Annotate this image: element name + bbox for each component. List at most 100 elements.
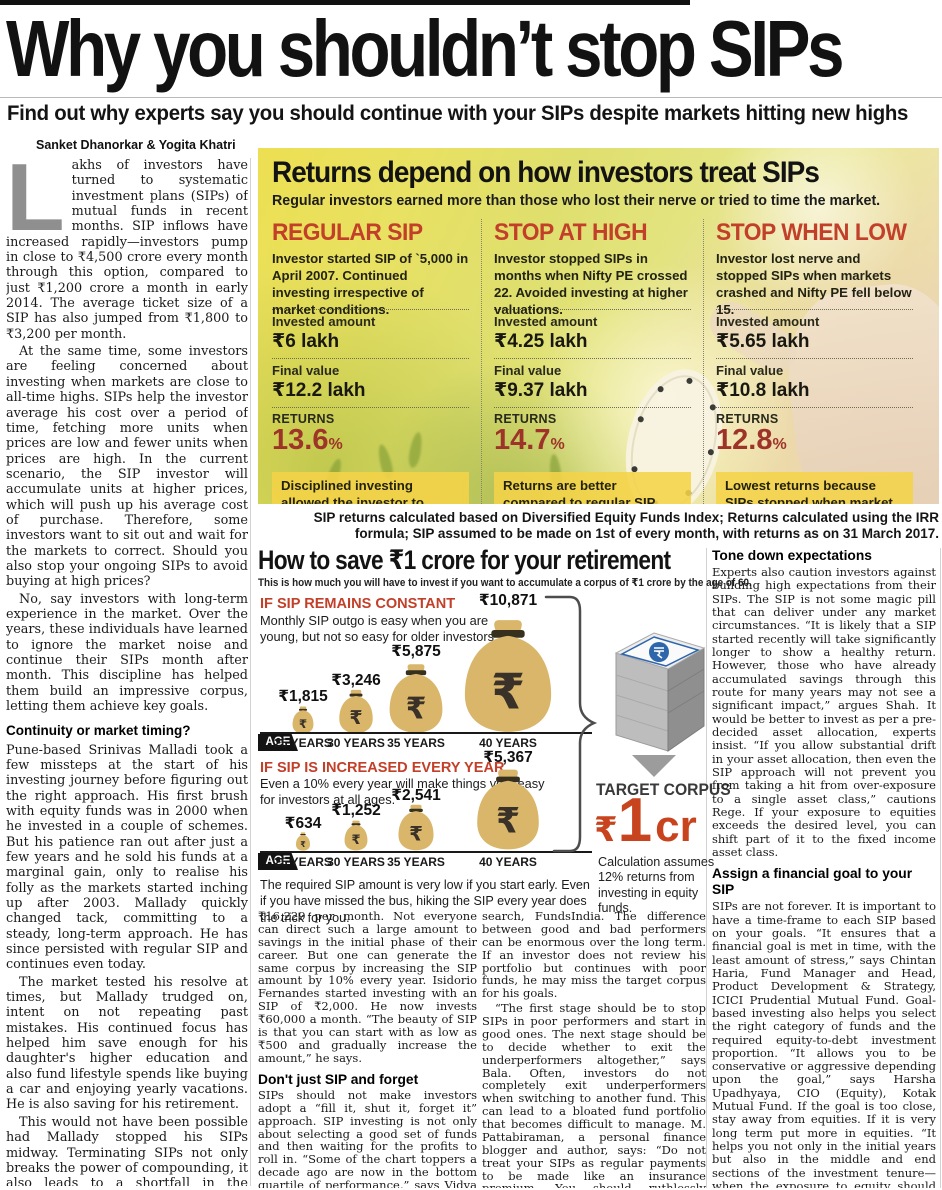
scenario-heading: STOP WHEN LOW <box>716 219 907 246</box>
scenario-description: Investor started SIP of `5,000 in April … <box>272 251 469 317</box>
sip-value-label: ₹10,871 <box>478 592 538 609</box>
returns-value: 13.6% <box>272 426 469 455</box>
stat-label: Invested amount <box>494 314 598 329</box>
returns-value: 14.7% <box>494 426 691 455</box>
paragraph: Pune-based Srinivas Malladi took a few m… <box>6 742 248 973</box>
chart1-description: Monthly SIP outgo is easy when you are y… <box>260 613 498 644</box>
chart-caption: The required SIP amount is very low if y… <box>260 878 590 925</box>
headline: Why you shouldn’t stop SIPs <box>6 4 845 93</box>
returns-number: 13.6 <box>272 424 329 456</box>
returns-value: 12.8% <box>716 426 913 455</box>
article-bottom-column-2: search, FundsIndia. The difference betwe… <box>482 910 706 1188</box>
stat-value: ₹12.2 lakh <box>272 380 366 401</box>
money-bag-icon: ₹ <box>339 689 373 734</box>
scenario-description: Investor lost nerve and stopped SIPs whe… <box>716 251 912 317</box>
sip-value-label: ₹2,541 <box>391 787 441 804</box>
scenario-heading: STOP AT HIGH <box>494 219 648 246</box>
age-axis <box>260 732 592 734</box>
returns-stat: RETURNS 12.8% <box>716 407 913 464</box>
scenario-note: Returns are better compared to regular S… <box>494 472 691 504</box>
sip-value-label: ₹634 <box>284 815 322 832</box>
infographic-subtitle: Regular investors earned more than those… <box>272 192 881 209</box>
percent-sign: % <box>772 436 787 453</box>
returns-label: RETURNS <box>272 412 335 426</box>
scenario-stop-at-high: STOP AT HIGH Investor stopped SIPs in mo… <box>481 219 703 504</box>
stat-label: Final value <box>494 363 562 378</box>
chart-subtitle: This is how much you will have to invest… <box>258 577 752 589</box>
svg-text:₹: ₹ <box>406 692 427 725</box>
money-bag-icon: ₹ <box>295 832 311 851</box>
drop-cap: L <box>6 158 65 251</box>
svg-text:₹: ₹ <box>300 840 306 849</box>
svg-text:₹: ₹ <box>351 832 360 847</box>
subheadline: Find out why experts say you should cont… <box>7 102 909 125</box>
scenario-heading: REGULAR SIP <box>272 219 423 246</box>
age-tick: 30 YEARS <box>327 855 385 869</box>
svg-text:₹: ₹ <box>409 824 423 846</box>
paragraph: At the same time, some investors are fee… <box>6 344 248 590</box>
column-rule-left <box>250 158 251 1186</box>
money-bag-icon: ₹ <box>464 620 552 732</box>
paragraph: “The first stage should be to stop SIPs … <box>482 1001 706 1188</box>
money-bag-icon: ₹ <box>344 820 368 851</box>
stat-value: ₹6 lakh <box>272 331 340 352</box>
svg-text:₹: ₹ <box>299 717 307 731</box>
chart1-heading: IF SIP REMAINS CONSTANT <box>260 595 456 612</box>
top-rule <box>0 0 690 5</box>
paragraph: SIPs should not make investors adopt a “… <box>258 1087 477 1188</box>
section-heading-assign-goal: Assign a financial goal to your SIP <box>712 866 913 898</box>
scenario-note: Disciplined investing allowed the invest… <box>272 472 469 504</box>
paragraph: search, FundsIndia. The difference betwe… <box>482 910 706 1001</box>
chart-title: How to save ₹1 crore for your retirement <box>258 545 671 575</box>
infographic-title: Returns depend on how investors treat SI… <box>272 156 820 189</box>
stat-value: ₹9.37 lakh <box>494 380 588 401</box>
sip-value-label: ₹1,815 <box>278 688 328 705</box>
sip-value-label: ₹5,875 <box>391 643 441 660</box>
age-tick: 35 YEARS <box>387 855 445 869</box>
paragraph: No, say investors with long-term experie… <box>6 591 248 715</box>
lead-text: akhs of investors have turned to systema… <box>6 158 248 342</box>
paragraph: The market tested his resolve at times, … <box>6 974 248 1113</box>
infographic-footnote: SIP returns calculated based on Diversif… <box>313 510 939 542</box>
stat-value: ₹10.8 lakh <box>716 380 810 401</box>
invested-amount-stat: Invested amount ₹6 lakh <box>272 309 469 358</box>
invested-amount-stat: Invested amount ₹5.65 lakh <box>716 309 913 358</box>
sip-value-label: ₹3,246 <box>331 672 381 689</box>
article-right-column: Tone down expectations Experts also caut… <box>712 548 936 1188</box>
money-bag-icon: ₹ <box>477 769 539 850</box>
final-value-stat: Final value ₹9.37 lakh <box>494 358 691 407</box>
paragraph: ₹16,229 per month. Not everyone can dire… <box>258 910 477 1065</box>
returns-infographic: Returns depend on how investors treat SI… <box>258 148 939 504</box>
cash-stack-icon <box>614 632 706 777</box>
age-axis-label: AGE <box>258 853 298 870</box>
sip-value-label: ₹1,252 <box>331 802 381 819</box>
invested-amount-stat: Invested amount ₹4.25 lakh <box>494 309 691 358</box>
chart2-heading: IF SIP IS INCREASED EVERY YEAR <box>260 759 505 776</box>
article-bottom-column-1: ₹16,229 per month. Not everyone can dire… <box>258 910 477 1188</box>
scenario-note: Lowest returns because SIPs stopped when… <box>716 472 913 504</box>
final-value-stat: Final value ₹12.2 lakh <box>272 358 469 407</box>
stat-value: ₹5.65 lakh <box>716 331 810 352</box>
calculation-note: Calculation assumes 12% returns from inv… <box>598 855 715 916</box>
sip-value-label: ₹5,367 <box>483 749 533 766</box>
age-tick: 25 YEARS <box>274 855 332 869</box>
stat-label: Invested amount <box>272 314 376 329</box>
age-tick: 40 YEARS <box>479 736 537 750</box>
age-axis <box>260 851 592 853</box>
svg-text:₹: ₹ <box>496 802 520 841</box>
returns-stat: RETURNS 14.7% <box>494 407 691 464</box>
headline-divider <box>0 97 942 98</box>
scenario-regular-sip: REGULAR SIP Investor started SIP of `5,0… <box>272 219 481 504</box>
byline: Sanket Dhanorkar & Yogita Khatri <box>36 138 236 152</box>
stat-value: ₹4.25 lakh <box>494 331 588 352</box>
scenario-columns: REGULAR SIP Investor started SIP of `5,0… <box>272 219 925 504</box>
paragraph: Experts also caution investors against b… <box>712 565 936 859</box>
returns-number: 14.7 <box>494 424 551 456</box>
crore-chart-section: How to save ₹1 crore for your retirement… <box>258 545 752 925</box>
scenario-stop-when-low: STOP WHEN LOW Investor lost nerve and st… <box>703 219 925 504</box>
svg-text:₹: ₹ <box>491 665 525 719</box>
chart2-description: Even a 10% every year will make things v… <box>260 776 545 807</box>
paragraph: This would not have been possible had Ma… <box>6 1114 248 1186</box>
